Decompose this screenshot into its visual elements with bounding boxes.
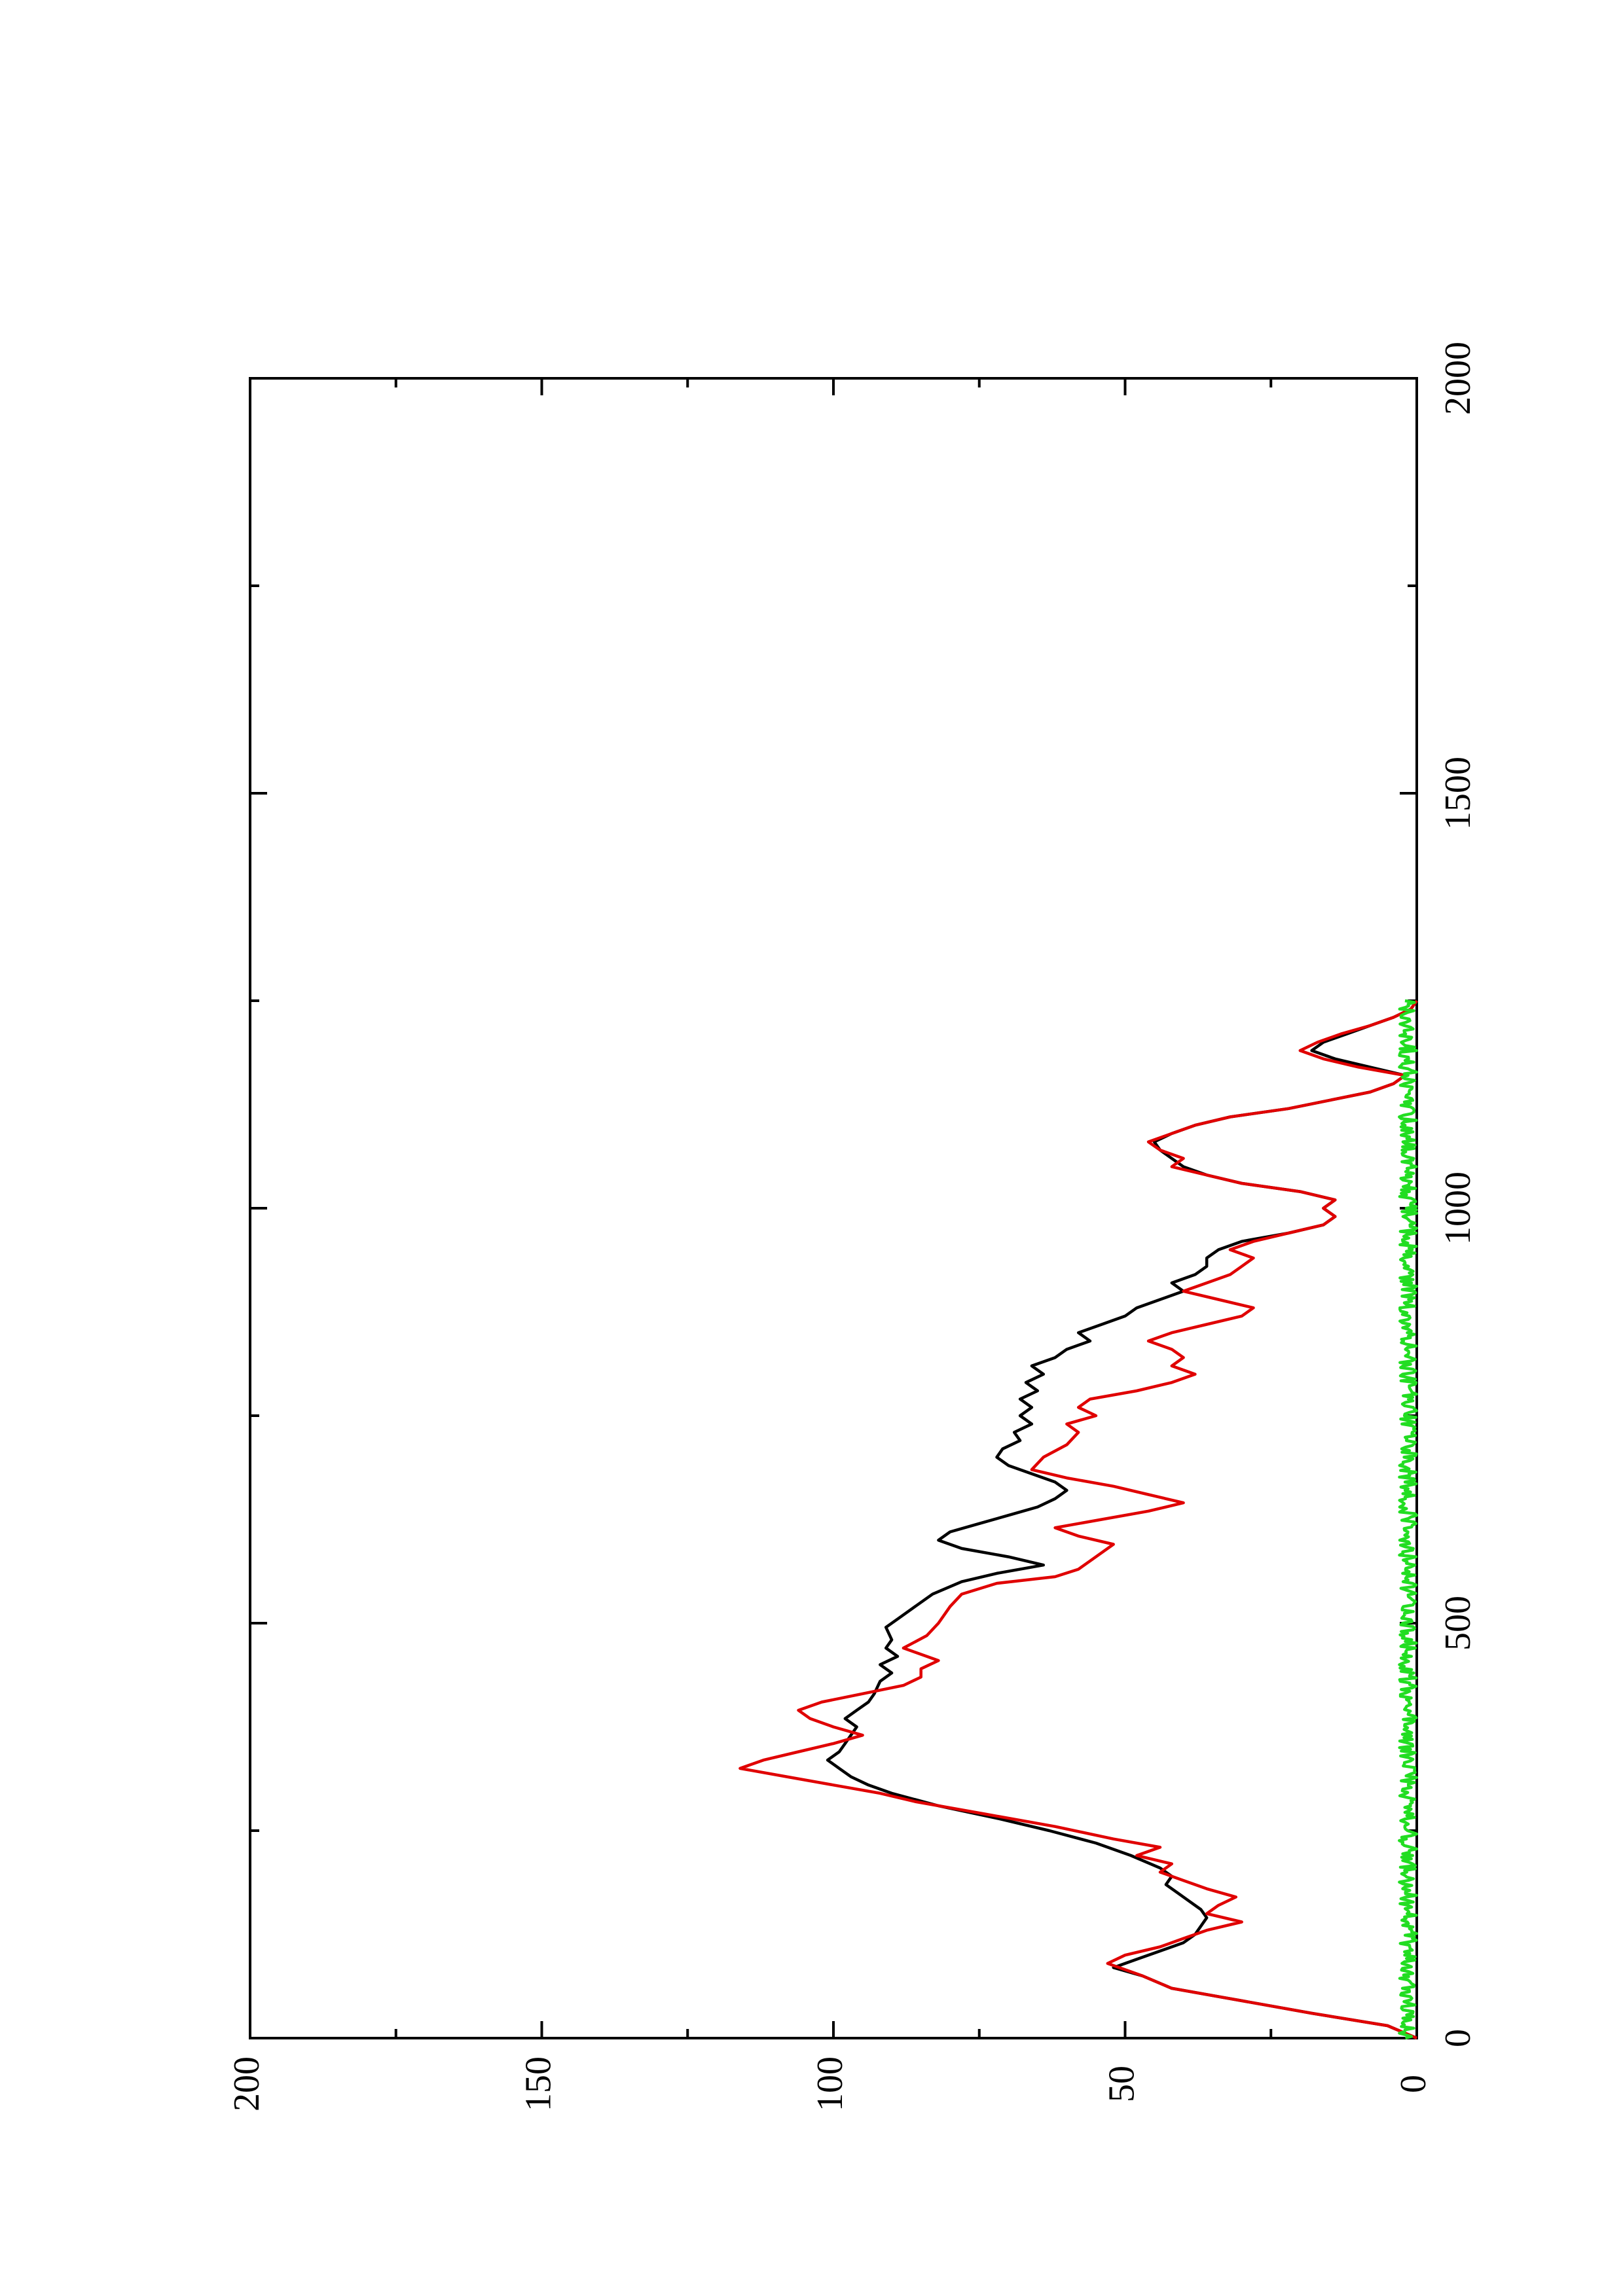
y-tick-label: 200 bbox=[227, 2056, 267, 2111]
series-line-1 bbox=[826, 999, 1418, 2040]
y-tick-label: 150 bbox=[518, 2056, 558, 2111]
ticks bbox=[249, 377, 1418, 2039]
x-tick-label: 0 bbox=[1438, 2029, 1478, 2047]
x-tick-label: 500 bbox=[1438, 1596, 1478, 1651]
y-tick-label: 50 bbox=[1101, 2066, 1142, 2102]
x-tick-label: 2000 bbox=[1438, 342, 1478, 415]
series-line-2 bbox=[739, 999, 1418, 2040]
tick-labels: 0 500 1000 1500 2000 0 50 100 150 200 bbox=[227, 342, 1478, 2111]
series bbox=[739, 999, 1419, 2040]
y-tick-label: 0 bbox=[1393, 2075, 1434, 2093]
series-line-3 bbox=[1398, 999, 1419, 2040]
x-tick-label: 1000 bbox=[1438, 1172, 1478, 1245]
plot-frame bbox=[249, 377, 1418, 2039]
x-tick-label: 1500 bbox=[1438, 757, 1478, 830]
y-tick-label: 100 bbox=[810, 2056, 850, 2111]
